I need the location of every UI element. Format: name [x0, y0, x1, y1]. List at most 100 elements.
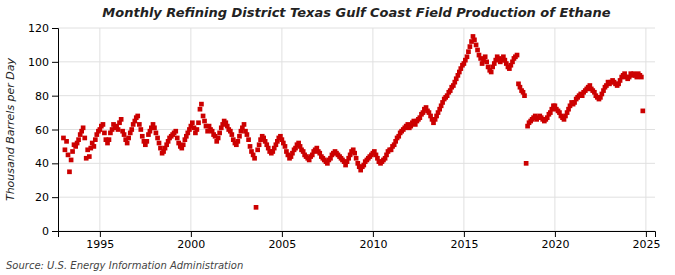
- point: [242, 122, 247, 127]
- grid-line-y: [58, 61, 655, 62]
- tick-mark: [646, 231, 647, 237]
- tick: 80: [35, 90, 58, 103]
- point: [125, 141, 130, 146]
- tick: 2000: [177, 231, 205, 251]
- chart-svg: 1995200020052010201520202025020406080100…: [0, 0, 675, 275]
- point: [246, 137, 251, 142]
- point: [101, 122, 106, 127]
- tick-label: 20: [35, 191, 49, 204]
- point: [135, 114, 140, 119]
- point: [155, 136, 160, 141]
- point: [229, 132, 234, 137]
- axis-line: [52, 29, 59, 232]
- plot-area: 1995200020052010201520202025020406080100…: [28, 22, 660, 251]
- point: [468, 44, 473, 49]
- point: [639, 75, 644, 80]
- point: [93, 137, 98, 142]
- grid-line-x: [554, 28, 555, 231]
- point: [154, 131, 159, 136]
- tick-mark: [191, 231, 192, 237]
- y-axis: 020406080100120: [28, 22, 59, 238]
- grid: [58, 28, 655, 231]
- point: [257, 142, 262, 147]
- tick-label: 0: [42, 225, 49, 238]
- tick: 2015: [450, 231, 478, 251]
- point: [255, 147, 260, 152]
- point: [202, 119, 207, 124]
- point: [190, 120, 195, 125]
- point: [116, 127, 121, 132]
- tick: 2010: [359, 231, 387, 251]
- tick-mark: [52, 96, 58, 97]
- point: [64, 139, 69, 144]
- point: [474, 43, 479, 48]
- grid-line-y: [58, 95, 655, 96]
- point: [196, 120, 201, 125]
- tick: 40: [35, 157, 58, 170]
- tick: 100: [28, 56, 58, 69]
- point: [283, 144, 288, 149]
- point: [252, 156, 257, 161]
- point: [524, 161, 529, 166]
- tick-mark: [282, 231, 283, 237]
- tick-mark: [52, 130, 58, 131]
- point: [198, 107, 203, 112]
- point: [640, 109, 645, 114]
- point: [87, 154, 92, 159]
- point: [138, 127, 143, 132]
- point: [152, 125, 157, 130]
- point: [237, 134, 242, 139]
- point: [175, 136, 180, 141]
- point: [102, 131, 107, 136]
- tick: 0: [42, 225, 58, 238]
- point: [472, 37, 477, 42]
- point: [63, 147, 68, 152]
- tick-mark: [100, 231, 101, 237]
- axis-line: [59, 232, 656, 238]
- point: [92, 144, 97, 149]
- point: [515, 53, 520, 58]
- point: [475, 48, 480, 53]
- point: [201, 114, 206, 119]
- point: [522, 93, 527, 98]
- y-axis-label: Thousand Barrels per Day: [4, 57, 17, 201]
- tick-label: 40: [35, 157, 49, 170]
- tick-mark: [52, 62, 58, 63]
- point: [76, 137, 81, 142]
- point: [245, 132, 250, 137]
- tick-label: 2010: [359, 238, 387, 251]
- tick-label: 120: [28, 22, 49, 35]
- point: [81, 125, 86, 130]
- point: [129, 127, 134, 132]
- point: [489, 70, 494, 75]
- tick-label: 100: [28, 56, 49, 69]
- point: [484, 59, 489, 64]
- point: [483, 54, 488, 59]
- point: [466, 49, 471, 54]
- title: Monthly Refining District Texas Gulf Coa…: [102, 5, 611, 20]
- point: [254, 205, 259, 210]
- tick: 1995: [86, 231, 114, 251]
- point: [67, 169, 72, 174]
- tick-mark: [52, 197, 58, 198]
- tick-label: 2005: [268, 238, 296, 251]
- point: [216, 136, 221, 141]
- grid-line-y: [58, 197, 655, 198]
- tick: 2025: [632, 231, 660, 251]
- grid-line-x: [372, 28, 373, 231]
- point: [195, 127, 200, 132]
- point: [82, 136, 87, 141]
- point: [69, 158, 74, 163]
- point: [465, 54, 470, 59]
- tick-label: 2020: [541, 238, 569, 251]
- point: [119, 117, 124, 122]
- tick-label: 2000: [177, 238, 205, 251]
- point: [235, 139, 240, 144]
- point: [107, 137, 112, 142]
- point: [157, 141, 162, 146]
- point: [354, 156, 359, 161]
- point: [122, 132, 127, 137]
- tick-mark: [373, 231, 374, 237]
- source-note: Source: U.S. Energy Information Administ…: [6, 260, 243, 271]
- point: [140, 134, 145, 139]
